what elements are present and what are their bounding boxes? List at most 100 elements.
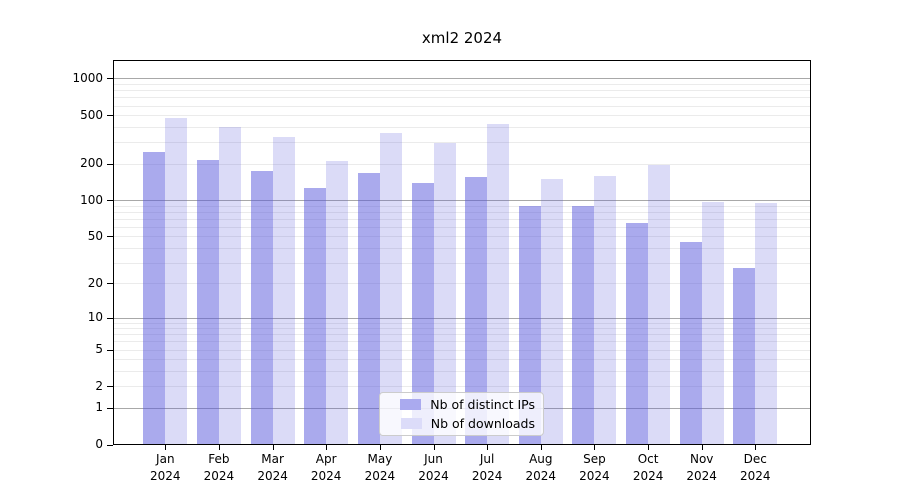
gridline-30 xyxy=(114,262,810,264)
x-tick-mar xyxy=(272,445,274,450)
legend-item-distinct-ips: Nb of distinct IPs xyxy=(386,397,535,412)
legend-label-distinct-ips: Nb of distinct IPs xyxy=(430,397,535,412)
bar-apr-distinct-ips xyxy=(304,188,327,444)
gridline-800 xyxy=(114,90,810,92)
y-tick-label-2: 2 xyxy=(95,378,103,393)
x-tick-label-nov: Nov 2024 xyxy=(686,452,717,483)
x-tick-label-feb: Feb 2024 xyxy=(203,452,235,483)
gridline-40 xyxy=(114,247,810,249)
x-tick-dec xyxy=(755,445,757,450)
x-tick-label-dec: Dec 2024 xyxy=(740,452,771,483)
bar-feb-downloads xyxy=(218,126,241,444)
y-tick-50 xyxy=(107,236,113,238)
legend-item-downloads: Nb of downloads xyxy=(386,416,535,431)
bar-sep-downloads xyxy=(594,176,617,444)
gridline-70 xyxy=(114,218,810,220)
bar-may-downloads xyxy=(379,132,402,444)
y-tick-10 xyxy=(107,317,113,319)
gridline-20 xyxy=(114,283,810,285)
bar-dec-distinct-ips xyxy=(733,268,756,444)
legend-swatch-distinct-ips xyxy=(400,399,422,410)
bar-feb-distinct-ips xyxy=(196,159,219,444)
x-tick-jun xyxy=(433,445,435,450)
y-tick-100 xyxy=(107,200,113,201)
x-tick-jul xyxy=(487,445,489,450)
gridline-900 xyxy=(114,84,810,85)
gridline-80 xyxy=(114,211,810,213)
bar-dec-downloads xyxy=(755,203,778,444)
x-tick-feb xyxy=(218,445,220,450)
y-tick-label-1000: 1000 xyxy=(72,70,103,85)
y-tick-label-0: 0 xyxy=(95,437,103,451)
bar-jun-downloads xyxy=(433,143,456,444)
gridline-6 xyxy=(114,341,810,343)
x-tick-apr xyxy=(326,445,328,450)
x-tick-oct xyxy=(648,445,650,450)
x-tick-label-sep: Sep 2024 xyxy=(579,452,610,483)
y-tick-2 xyxy=(107,386,113,388)
gridline-8 xyxy=(114,328,810,330)
bar-jan-distinct-ips xyxy=(143,152,166,444)
x-tick-jan xyxy=(165,445,167,450)
bar-apr-downloads xyxy=(326,160,349,444)
y-tick-label-5: 5 xyxy=(95,342,103,357)
bar-sep-distinct-ips xyxy=(572,206,595,444)
x-tick-aug xyxy=(540,445,542,450)
gridline-700 xyxy=(114,97,810,99)
y-tick-label-500: 500 xyxy=(80,107,103,122)
gridline-60 xyxy=(114,226,810,228)
gridline-400 xyxy=(114,126,810,128)
bar-nov-distinct-ips xyxy=(679,242,702,444)
bar-aug-distinct-ips xyxy=(518,206,541,444)
x-tick-sep xyxy=(594,445,596,450)
bar-oct-downloads xyxy=(648,164,671,444)
y-tick-1 xyxy=(107,407,113,409)
gridline-4 xyxy=(114,359,810,361)
y-tick-label-1: 1 xyxy=(95,400,103,415)
y-tick-label-100: 100 xyxy=(80,192,103,207)
bar-jan-downloads xyxy=(165,118,188,444)
bar-may-distinct-ips xyxy=(357,172,380,444)
y-tick-0 xyxy=(107,444,113,446)
gridline-90 xyxy=(114,205,810,207)
bar-jun-distinct-ips xyxy=(411,183,434,444)
legend: Nb of distinct IPs Nb of downloads xyxy=(379,392,544,436)
x-tick-label-aug: Aug 2024 xyxy=(525,452,557,483)
gridline-100 xyxy=(114,200,810,201)
gridline-7 xyxy=(114,334,810,336)
gridline-3 xyxy=(114,371,810,372)
legend-label-downloads: Nb of downloads xyxy=(430,416,535,431)
gridline-1000 xyxy=(114,78,810,80)
x-tick-label-mar: Mar 2024 xyxy=(257,452,288,483)
legend-swatch-downloads xyxy=(400,418,422,429)
x-tick-may xyxy=(379,445,381,450)
x-tick-label-jul: Jul 2024 xyxy=(471,452,503,483)
bar-mar-distinct-ips xyxy=(250,171,273,444)
x-tick-label-may: May 2024 xyxy=(364,452,396,483)
y-tick-20 xyxy=(107,283,113,285)
bar-jul-downloads xyxy=(487,124,510,444)
gridline-600 xyxy=(114,105,810,107)
y-tick-label-200: 200 xyxy=(80,156,103,170)
y-tick-500 xyxy=(107,115,113,117)
y-tick-200 xyxy=(107,163,113,165)
x-tick-label-oct: Oct 2024 xyxy=(632,452,664,483)
y-tick-5 xyxy=(107,349,113,351)
bar-jul-distinct-ips xyxy=(465,177,488,444)
x-tick-label-jan: Jan 2024 xyxy=(150,452,181,483)
bar-mar-downloads xyxy=(272,136,295,444)
y-tick-label-50: 50 xyxy=(87,228,103,243)
bar-aug-downloads xyxy=(540,178,563,444)
gridline-5 xyxy=(114,349,810,351)
chart-title: xml2 2024 xyxy=(421,29,503,47)
gridline-50 xyxy=(114,236,810,238)
gridline-200 xyxy=(114,163,810,165)
bar-nov-downloads xyxy=(701,202,724,444)
gridline-10 xyxy=(114,317,810,319)
x-tick-nov xyxy=(701,445,703,450)
x-tick-label-jun: Jun 2024 xyxy=(418,452,449,483)
y-tick-1000 xyxy=(107,78,113,80)
bar-oct-distinct-ips xyxy=(626,223,649,444)
y-tick-label-10: 10 xyxy=(87,310,103,324)
